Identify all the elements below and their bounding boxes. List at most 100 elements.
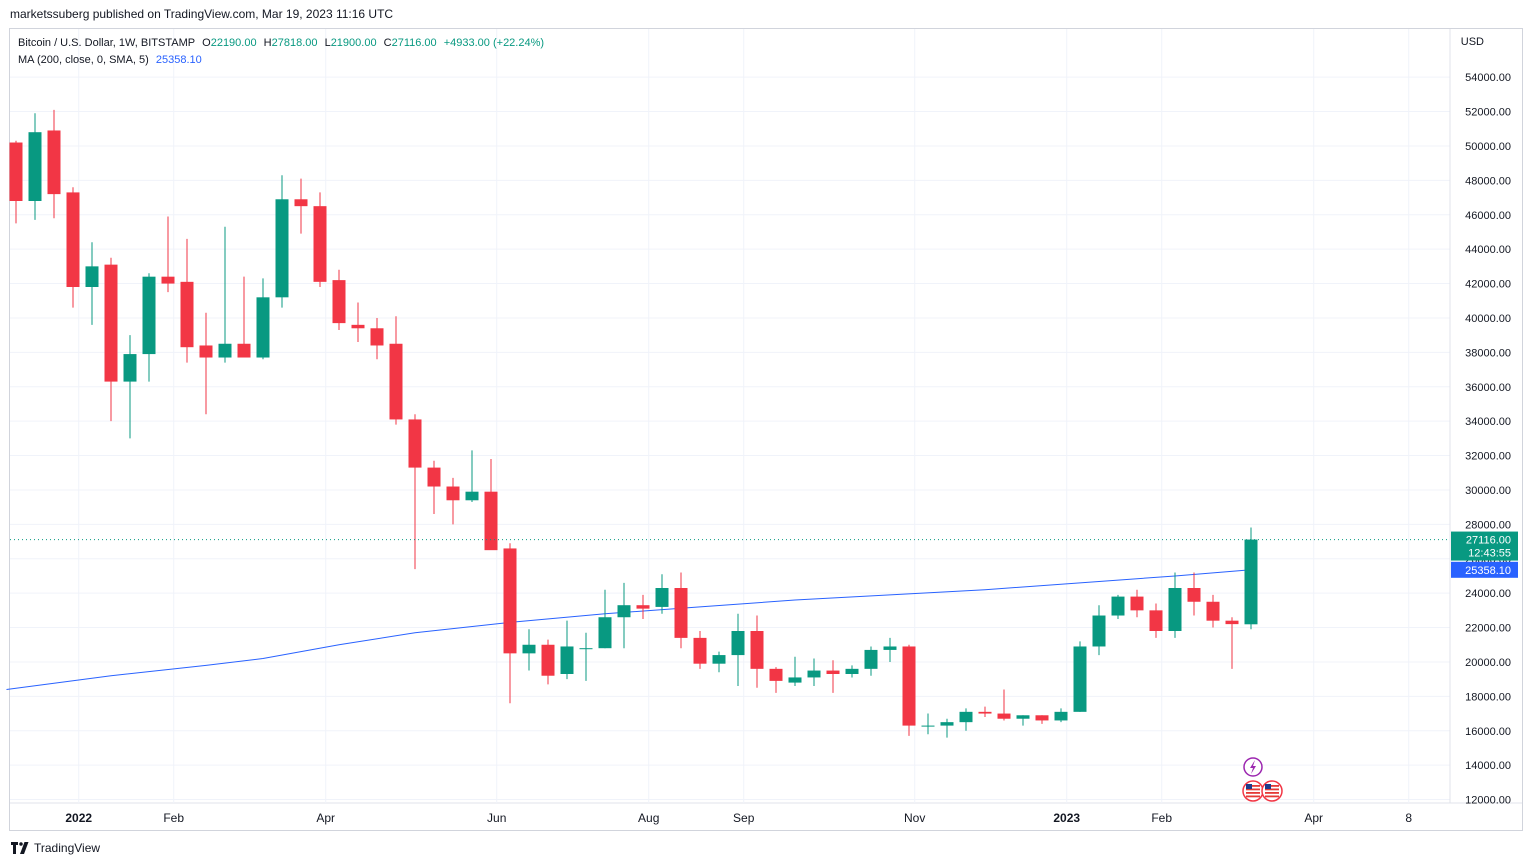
candle	[902, 644, 916, 736]
candle-body	[731, 631, 745, 656]
candle-body	[313, 206, 327, 282]
flag-stripe	[1246, 788, 1260, 791]
close-key: C	[383, 37, 392, 49]
candle	[465, 450, 479, 502]
candle	[769, 667, 783, 693]
candle-body	[921, 725, 935, 727]
candle-body	[997, 713, 1011, 719]
candle	[598, 589, 612, 649]
candle	[161, 216, 175, 293]
us-flag-event-icon[interactable]	[1261, 780, 1283, 802]
candle-body	[237, 343, 251, 358]
ma-line	[6, 569, 1252, 690]
y-tick-label: 20000.00	[1465, 657, 1511, 669]
candle	[351, 302, 365, 343]
candle	[256, 278, 270, 360]
candle	[541, 639, 555, 685]
candle	[750, 615, 764, 688]
countdown-value: 12:43:55	[1468, 548, 1511, 560]
candle-body	[294, 199, 308, 207]
candle-body	[1244, 539, 1258, 625]
candle	[1244, 527, 1258, 630]
candle	[826, 660, 840, 693]
candle-body	[1016, 715, 1030, 719]
candle	[712, 651, 726, 673]
candle-body	[484, 491, 498, 551]
low-value: 21900.00	[330, 37, 377, 49]
candle-body	[1206, 601, 1220, 621]
last-price-value: 27116.00	[1466, 535, 1511, 547]
x-tick-label: 8	[1405, 811, 1412, 825]
candle	[731, 613, 745, 687]
change-value: +4933.00 (+22.24%)	[443, 37, 545, 49]
candle	[1130, 589, 1144, 618]
flag-stripe	[1246, 795, 1260, 798]
candle	[1111, 594, 1125, 619]
y-tick-label: 52000.00	[1465, 107, 1511, 119]
candle	[1187, 572, 1201, 616]
candle	[1149, 603, 1163, 638]
y-tick-label: 40000.00	[1465, 313, 1511, 325]
ma-price-value: 25358.10	[1465, 565, 1511, 577]
candle	[921, 713, 935, 735]
candle	[655, 574, 669, 614]
candle	[560, 620, 574, 680]
candle	[1054, 708, 1068, 723]
candle-body	[883, 646, 897, 650]
candle	[674, 572, 688, 649]
y-tick-label: 50000.00	[1465, 141, 1511, 153]
x-tick-label: Feb	[163, 811, 184, 825]
y-tick-label: 54000.00	[1465, 72, 1511, 84]
symbol-label[interactable]: Bitcoin / U.S. Dollar, 1W, BITSTAMP	[18, 37, 196, 49]
candle	[218, 226, 232, 363]
x-tick-label: Aug	[638, 811, 659, 825]
ohlc-row: Bitcoin / U.S. Dollar, 1W, BITSTAMP O221…	[18, 35, 548, 52]
y-tick-label: 28000.00	[1465, 519, 1511, 531]
candle	[636, 594, 650, 619]
candle	[427, 460, 441, 515]
candle	[389, 316, 403, 425]
candle-body	[959, 711, 973, 723]
candle-body	[826, 670, 840, 674]
us-flag-event-icon[interactable]	[1242, 780, 1264, 802]
candle-body	[940, 722, 954, 726]
open-value: 22190.00	[210, 37, 257, 49]
close-value: 27116.00	[391, 37, 437, 49]
candle-body	[275, 199, 289, 298]
x-tick-label: Jun	[487, 811, 506, 825]
candle	[1016, 715, 1030, 726]
candle	[807, 658, 821, 687]
low-key: L	[324, 37, 331, 49]
candles	[9, 109, 1258, 738]
candle-body	[788, 677, 802, 683]
candle	[47, 109, 61, 219]
chart-legend: Bitcoin / U.S. Dollar, 1W, BITSTAMP O221…	[18, 35, 548, 69]
event-markers	[1242, 757, 1283, 802]
y-tick-label: 18000.00	[1465, 691, 1511, 703]
footer: TradingView	[11, 841, 100, 855]
candle-body	[28, 132, 42, 201]
x-tick-label: 2023	[1053, 811, 1080, 825]
candle-body	[1035, 715, 1049, 721]
candle	[522, 629, 536, 671]
y-tick-label: 30000.00	[1465, 485, 1511, 497]
ma-value: 25358.10	[155, 54, 202, 66]
y-tick-label: 14000.00	[1465, 760, 1511, 772]
high-value: 27818.00	[271, 37, 318, 49]
candle-body	[256, 297, 270, 358]
candle-body	[85, 266, 99, 287]
candle	[788, 656, 802, 687]
candle	[332, 269, 346, 330]
candle-body	[66, 192, 80, 287]
candle	[313, 192, 327, 287]
candle	[1168, 572, 1182, 638]
ma-label[interactable]: MA (200, close, 0, SMA, 5)	[18, 54, 149, 66]
flag-stripe	[1246, 785, 1260, 787]
candle-body	[1225, 620, 1239, 625]
last-price-badge	[1451, 531, 1518, 561]
candle	[370, 317, 384, 360]
candle-body	[845, 668, 859, 674]
lightning-event-icon[interactable]	[1243, 757, 1263, 777]
candle	[845, 665, 859, 678]
